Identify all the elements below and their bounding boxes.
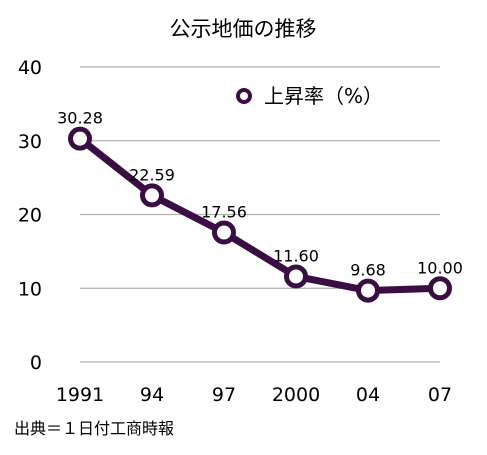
- data-point-04: [356, 278, 380, 303]
- x-tick-label-97: 97: [212, 384, 236, 406]
- series-line: [76, 135, 444, 295]
- y-tick-label-10: 10: [18, 278, 42, 300]
- series-line-group: [68, 126, 452, 303]
- y-tick-label-0: 0: [30, 352, 42, 374]
- x-tick-label-07: 07: [428, 384, 452, 406]
- source-note: 出典＝１日付工商時報: [14, 419, 174, 438]
- legend: 上昇率（%）: [236, 84, 383, 108]
- data-point-1991: [68, 126, 92, 151]
- x-tick-label-04: 04: [356, 384, 380, 406]
- legend-label: 上昇率（%）: [264, 84, 383, 108]
- data-label-2000: 11.60: [273, 246, 319, 265]
- data-label-94: 22.59: [129, 165, 175, 184]
- data-point-94: [140, 183, 164, 208]
- data-point-07: [428, 276, 452, 301]
- data-point-97: [212, 220, 236, 245]
- x-axis-tick-labels: 1991 94 97 2000 04 07: [56, 384, 452, 406]
- y-axis-tick-labels: 0 10 20 30 40: [18, 57, 42, 374]
- y-tick-label-20: 20: [18, 205, 42, 227]
- data-label-1991: 30.28: [57, 109, 103, 128]
- data-point-2000: [284, 264, 308, 289]
- legend-marker: [236, 88, 252, 104]
- y-tick-label-40: 40: [18, 57, 42, 79]
- x-tick-label-2000: 2000: [272, 384, 320, 406]
- data-label-group: 30.28 22.59 17.56 11.60 9.68 10.00: [57, 109, 463, 280]
- y-tick-label-30: 30: [18, 131, 42, 153]
- data-label-04: 9.68: [350, 261, 386, 280]
- data-label-97: 17.56: [201, 202, 247, 221]
- data-label-07: 10.00: [417, 258, 463, 277]
- gridlines: [80, 66, 440, 363]
- x-tick-label-94: 94: [140, 384, 164, 406]
- x-tick-label-1991: 1991: [56, 384, 104, 406]
- chart-title: 公示地価の推移: [170, 17, 317, 41]
